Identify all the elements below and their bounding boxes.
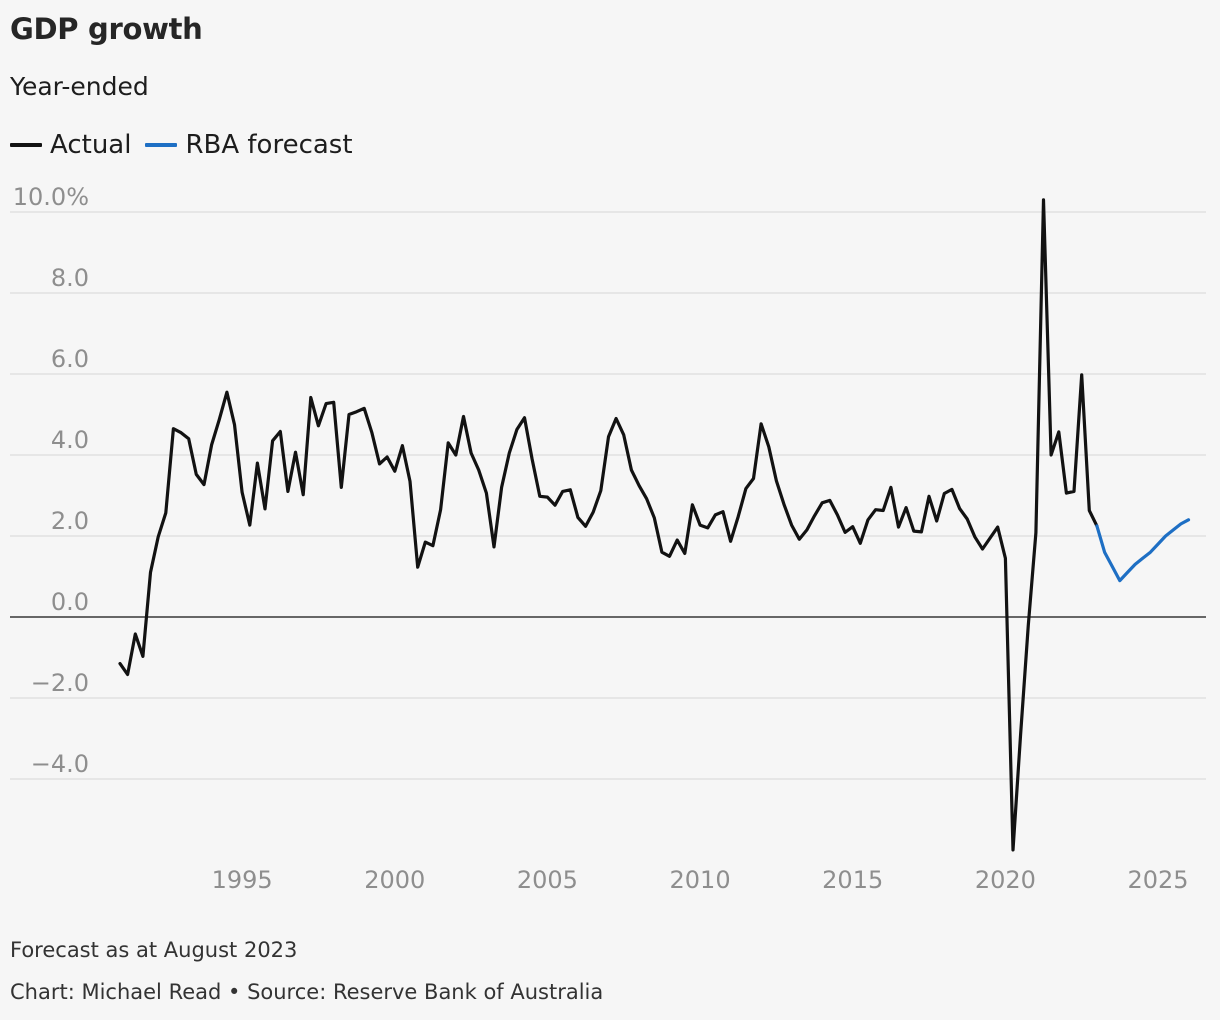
forecast-note: Forecast as at August 2023 bbox=[10, 938, 298, 962]
series-lines bbox=[118, 198, 1191, 852]
legend-swatch-actual bbox=[10, 143, 42, 147]
gdp-growth-chart: 10.0% 8.0 6.0 4.0 2.0 0.0 −2.0 −4.0 1995 2000 200… bbox=[10, 183, 1206, 894]
x-tick-label: 2010 bbox=[670, 866, 731, 894]
chart-legend: Actual RBA forecast bbox=[10, 130, 367, 160]
x-tick-label: 2020 bbox=[975, 866, 1036, 894]
legend-swatch-forecast bbox=[145, 143, 178, 147]
y-tick-label: 2.0 bbox=[51, 507, 89, 535]
x-tick-label: 1995 bbox=[212, 866, 273, 894]
legend-item-forecast: RBA forecast bbox=[145, 130, 353, 160]
legend-label-actual: Actual bbox=[50, 130, 132, 160]
x-tick-label: 2000 bbox=[364, 866, 425, 894]
chart-subtitle: Year-ended bbox=[10, 72, 149, 101]
x-tick-label: 2015 bbox=[822, 866, 883, 894]
y-tick-label: 10.0% bbox=[13, 183, 89, 211]
chart-title: GDP growth bbox=[10, 12, 203, 46]
legend-item-actual: Actual bbox=[10, 130, 131, 160]
y-tick-label: −2.0 bbox=[31, 669, 89, 697]
y-tick-label: −4.0 bbox=[31, 750, 89, 778]
x-tick-label: 2025 bbox=[1127, 866, 1188, 894]
x-axis-ticks: 1995 2000 2005 2010 2015 2020 2025 bbox=[212, 866, 1189, 894]
chart-source: Chart: Michael Read • Source: Reserve Ba… bbox=[10, 980, 604, 1004]
x-tick-label: 2005 bbox=[517, 866, 578, 894]
gridlines bbox=[10, 211, 1206, 780]
y-tick-label: 4.0 bbox=[51, 426, 89, 454]
legend-label-forecast: RBA forecast bbox=[185, 130, 353, 160]
series-line-actual bbox=[118, 198, 1099, 852]
y-tick-label: 6.0 bbox=[51, 345, 89, 373]
y-tick-label: 8.0 bbox=[51, 264, 89, 292]
y-axis-ticks: 10.0% 8.0 6.0 4.0 2.0 0.0 −2.0 −4.0 bbox=[13, 183, 89, 778]
y-tick-label: 0.0 bbox=[51, 588, 89, 616]
series-line-forecast bbox=[1095, 518, 1191, 583]
